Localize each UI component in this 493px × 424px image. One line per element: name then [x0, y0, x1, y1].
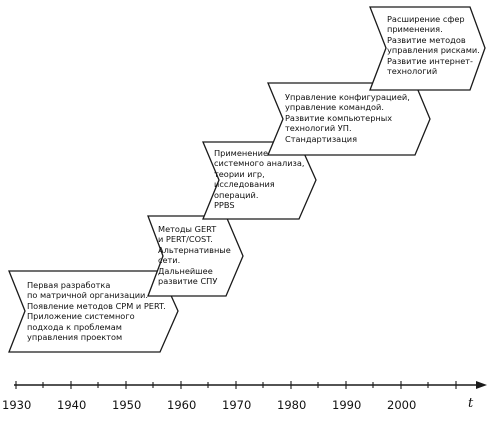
stage-2-line: сети. — [158, 255, 181, 266]
stage-3-line: PPBS — [214, 200, 235, 211]
stage-1-line: Первая разработка — [27, 280, 111, 290]
stage-5-line: управления рисками. — [387, 45, 480, 56]
stage-3-line: исследования — [214, 179, 275, 190]
stage-2-line: Методы GERT — [158, 224, 217, 234]
year-label: 1980 — [277, 398, 307, 412]
year-label: 1970 — [222, 398, 252, 412]
stage-4-line: управление командой. — [285, 102, 384, 113]
stage-2-line: Дальнейшее — [158, 265, 213, 276]
stage-1-line: по матричной организации. — [27, 290, 148, 301]
stage-5-text: Расширение сфер применения. Развитие мет… — [387, 14, 480, 76]
stage-5-line: Расширение сфер — [387, 14, 465, 24]
stage-1-line: Появление методов CPM и PERT. — [27, 300, 166, 311]
stage-5-line: технологий — [387, 66, 438, 77]
stage-1-text: Первая разработка по матричной организац… — [27, 280, 166, 342]
year-label: 1960 — [167, 398, 197, 412]
timeline-ticks — [15, 381, 457, 389]
stage-4-line: Развитие компьютерных — [285, 112, 393, 123]
stage-3-text: Применение системного анализа, теории иг… — [214, 148, 305, 210]
stage-4-text: Управление конфигурацией, управление ком… — [285, 92, 410, 144]
stage-3-line: теории игр, — [214, 168, 265, 179]
stage-5-chevron — [369, 6, 486, 91]
stage-2-text: Методы GERT и PERT/COST. Альтернативные … — [158, 224, 231, 286]
time-axis-label: t — [468, 396, 474, 411]
stage-5-line: Развитие методов — [387, 34, 466, 45]
stage-4-line: технологий УП. — [285, 123, 352, 134]
stage-5-line: Развитие интернет- — [387, 55, 473, 66]
stage-2-line: и PERT/COST. — [158, 234, 213, 245]
year-label: 1940 — [57, 398, 87, 412]
year-label: 1990 — [332, 398, 362, 412]
stage-2-line: развитие СПУ — [158, 276, 218, 287]
timeline-arrowhead — [476, 381, 487, 389]
stage-1-line: подхода к проблемам — [27, 321, 122, 332]
year-label: 1950 — [112, 398, 142, 412]
year-label: 1930 — [2, 398, 32, 412]
stage-4-line: Стандартизация — [285, 133, 358, 144]
stage-2-line: Альтернативные — [158, 244, 231, 255]
stage-3-line: системного анализа, — [214, 158, 305, 169]
stage-5-line: применения. — [387, 24, 443, 35]
stage-3-line: операций. — [214, 189, 259, 200]
stage-1-line: Приложение системного — [27, 311, 135, 322]
stage-3-line: Применение — [214, 148, 268, 158]
stage-4-line: Управление конфигурацией, — [285, 92, 410, 102]
year-label: 2000 — [387, 398, 417, 412]
stage-1-line: управления проектом — [27, 332, 123, 343]
